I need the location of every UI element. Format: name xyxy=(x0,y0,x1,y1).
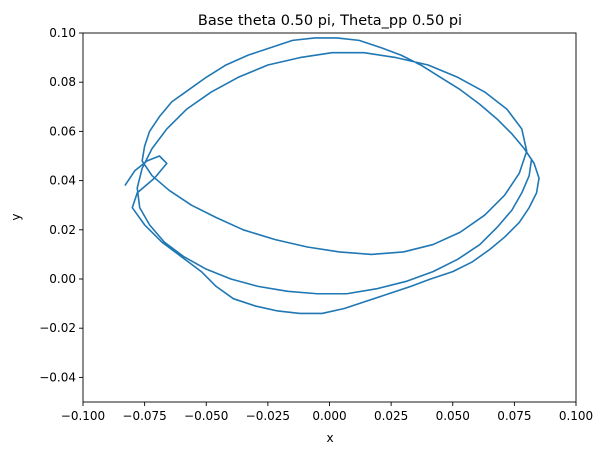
series-layer xyxy=(124,37,540,315)
y-tick-label: 0.10 xyxy=(49,26,76,40)
x-tick-label: 0.075 xyxy=(497,409,531,423)
x-axis-label: x xyxy=(326,431,333,445)
y-axis-ticks: −0.04 −0.02 0.00 0.02 0.04 0.06 0.08 0.10 xyxy=(39,26,83,384)
x-tick-label: 0.025 xyxy=(374,409,408,423)
x-tick-label: 0.000 xyxy=(312,409,346,423)
x-axis-ticks: −0.100 −0.075 −0.050 −0.025 0.000 0.025 0.050 0… xyxy=(61,402,593,423)
x-tick-label: −0.100 xyxy=(61,409,105,423)
y-tick-label: 0.04 xyxy=(49,174,76,188)
x-tick-label: 0.050 xyxy=(436,409,470,423)
y-tick-label: 0.02 xyxy=(49,223,76,237)
y-tick-label: 0.00 xyxy=(49,272,76,286)
y-tick-label: 0.08 xyxy=(49,75,76,89)
x-tick-label: 0.100 xyxy=(559,409,593,423)
series-line-0 xyxy=(124,37,540,315)
y-axis-label: y xyxy=(9,213,23,220)
chart-title: Base theta 0.50 pi, Theta_pp 0.50 pi xyxy=(198,13,462,29)
x-tick-label: −0.050 xyxy=(184,409,228,423)
x-tick-label: −0.025 xyxy=(246,409,290,423)
x-tick-label: −0.075 xyxy=(122,409,166,423)
y-tick-label: −0.02 xyxy=(39,321,76,335)
y-tick-label: −0.04 xyxy=(39,370,76,384)
y-tick-label: 0.06 xyxy=(49,124,76,138)
